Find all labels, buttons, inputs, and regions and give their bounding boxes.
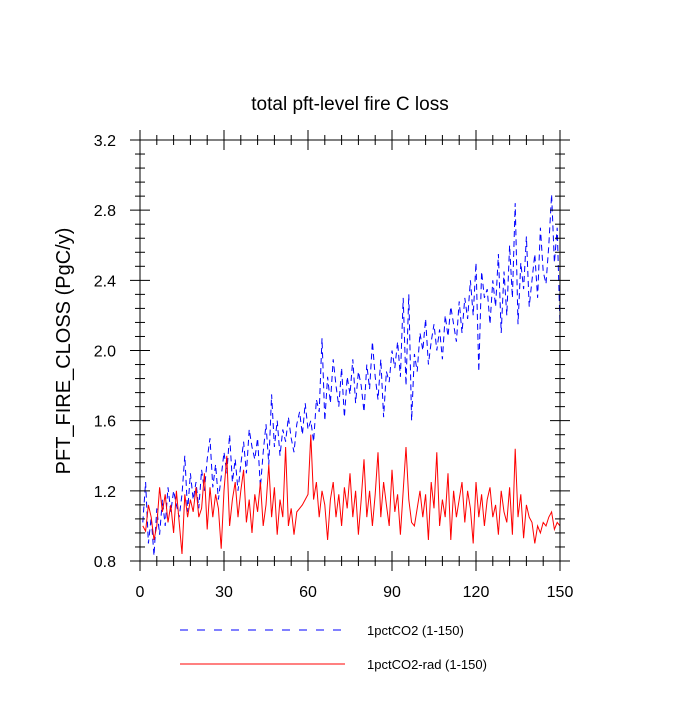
y-tick-label: 2.0 (94, 344, 116, 361)
plot-area (142, 194, 561, 556)
y-tick-label: 3.2 (94, 133, 116, 150)
legend-label-1: 1pctCO2 (1-150) (367, 623, 464, 638)
y-tick-label: 0.8 (94, 554, 116, 571)
series-line-1 (142, 194, 561, 556)
plot-frame (139, 139, 561, 562)
x-tick-label: 0 (136, 584, 145, 601)
x-tick-label: 30 (215, 584, 233, 601)
x-tick-label: 90 (383, 584, 401, 601)
y-tick-label: 2.8 (94, 203, 116, 220)
legend: 1pctCO2 (1-150) 1pctCO2-rad (1-150) (180, 623, 487, 672)
x-tick-label: 120 (463, 584, 490, 601)
y-tick-label: 1.2 (94, 484, 116, 501)
y-tick-label: 1.6 (94, 414, 116, 431)
legend-label-2: 1pctCO2-rad (1-150) (367, 657, 487, 672)
x-tick-label: 150 (547, 584, 574, 601)
y-axis-label: PFT_FIRE_CLOSS (PgC/y) (53, 228, 75, 475)
x-tick-label: 60 (299, 584, 317, 601)
series-line-2 (142, 434, 561, 555)
axes: 0 30 60 90 120 150 0.8 1.2 1.6 2.0 2.4 2.8 3.2 (94, 130, 574, 601)
chart-title: total pft-level fire C loss (251, 94, 448, 115)
y-tick-label: 2.4 (94, 273, 116, 290)
